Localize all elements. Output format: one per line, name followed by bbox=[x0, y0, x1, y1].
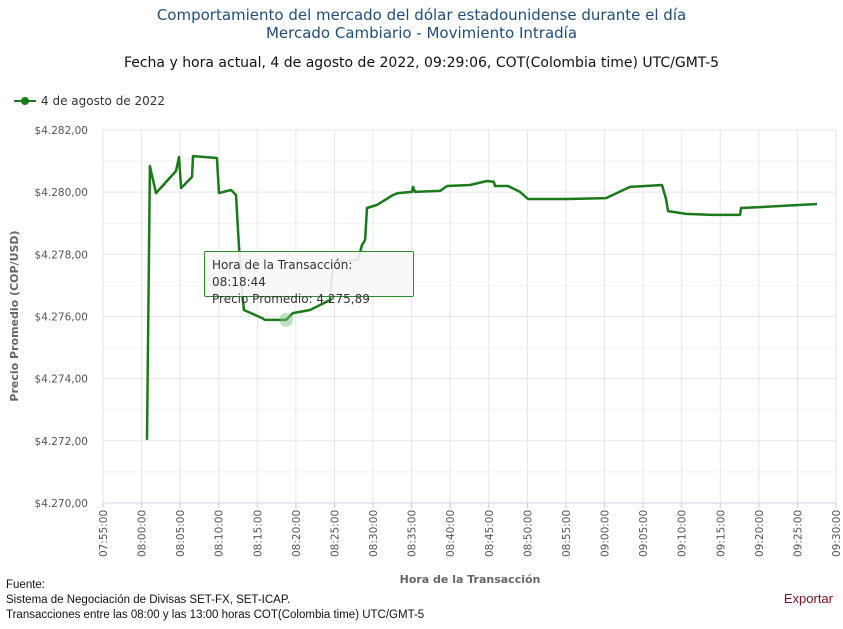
x-tick-label: 08:50:00 bbox=[522, 510, 534, 557]
hover-marker bbox=[279, 312, 294, 327]
x-tick-label: 08:05:00 bbox=[175, 510, 187, 557]
x-tick-label: 08:00:00 bbox=[137, 510, 149, 557]
grid bbox=[102, 129, 837, 508]
x-tick-label: 08:20:00 bbox=[291, 510, 303, 557]
source-label: Fuente: bbox=[6, 579, 45, 591]
series-line[interactable] bbox=[145, 154, 818, 440]
tooltip-time: Hora de la Transacción: 08:18:44 bbox=[212, 258, 353, 289]
legend-label: 4 de agosto de 2022 bbox=[41, 94, 166, 108]
y-tick-label: $4.274,00 bbox=[35, 374, 88, 386]
y-axis-title: Precio Promedio (COP/USD) bbox=[8, 230, 21, 401]
y-tick-label: $4.278,00 bbox=[35, 249, 88, 261]
y-tick-label: $4.280,00 bbox=[35, 187, 88, 199]
x-tick-label: 09:20:00 bbox=[754, 510, 766, 557]
chart-title: Comportamiento del mercado del dólar est… bbox=[156, 6, 687, 24]
source-line: Sistema de Negociación de Divisas SET-FX… bbox=[6, 594, 291, 606]
x-tick-label: 08:40:00 bbox=[445, 510, 457, 557]
x-tick-label: 09:10:00 bbox=[677, 510, 689, 557]
legend-line-marker-icon bbox=[14, 97, 36, 105]
tooltip-price: Precio Promedio: 4.275,89 bbox=[212, 292, 370, 306]
x-tick-label: 09:15:00 bbox=[715, 510, 727, 557]
legend-item[interactable]: 4 de agosto de 2022 bbox=[14, 94, 165, 108]
x-axis-title: Hora de la Transacción bbox=[400, 573, 541, 586]
y-ticks: $4.270,00 $4.272,00 $4.274,00 $4.276,00 $4.2… bbox=[35, 125, 88, 510]
y-tick-label: $4.270,00 bbox=[35, 498, 88, 510]
x-tick-label: 07:55:00 bbox=[98, 510, 110, 557]
x-tick-label: 08:55:00 bbox=[561, 510, 573, 557]
x-tick-label: 08:15:00 bbox=[252, 510, 264, 557]
y-tick-label: $4.272,00 bbox=[35, 436, 88, 448]
footer: Fuente: Sistema de Negociación de Divisa… bbox=[6, 578, 424, 623]
tooltip: Hora de la Transacción: 08:18:44 Precio … bbox=[204, 251, 414, 306]
hours-line: Transacciones entre las 08:00 y las 13:0… bbox=[6, 609, 425, 621]
y-tick-label: $4.282,00 bbox=[35, 125, 88, 137]
x-tick-label: 08:30:00 bbox=[368, 510, 380, 557]
chart-subtitle: Mercado Cambiario - Movimiento Intradía bbox=[265, 24, 578, 42]
y-tick-label: $4.276,00 bbox=[35, 312, 88, 324]
x-tick-label: 09:00:00 bbox=[600, 510, 612, 557]
x-tick-label: 09:30:00 bbox=[831, 510, 843, 557]
x-tick-label: 08:45:00 bbox=[484, 510, 496, 557]
x-tick-label: 08:35:00 bbox=[407, 510, 419, 557]
x-ticks: 07:55:00 08:00:00 08:05:00 08:10:00 08:15:00… bbox=[98, 510, 843, 557]
x-tick-label: 09:25:00 bbox=[792, 510, 804, 557]
export-button[interactable]: Exportar bbox=[783, 591, 833, 606]
x-tick-label: 08:10:00 bbox=[214, 510, 226, 557]
x-tick-label: 08:25:00 bbox=[329, 510, 341, 557]
x-tick-label: 09:05:00 bbox=[638, 510, 650, 557]
chart-date-subtitle: Fecha y hora actual, 4 de agosto de 2022… bbox=[123, 55, 720, 71]
